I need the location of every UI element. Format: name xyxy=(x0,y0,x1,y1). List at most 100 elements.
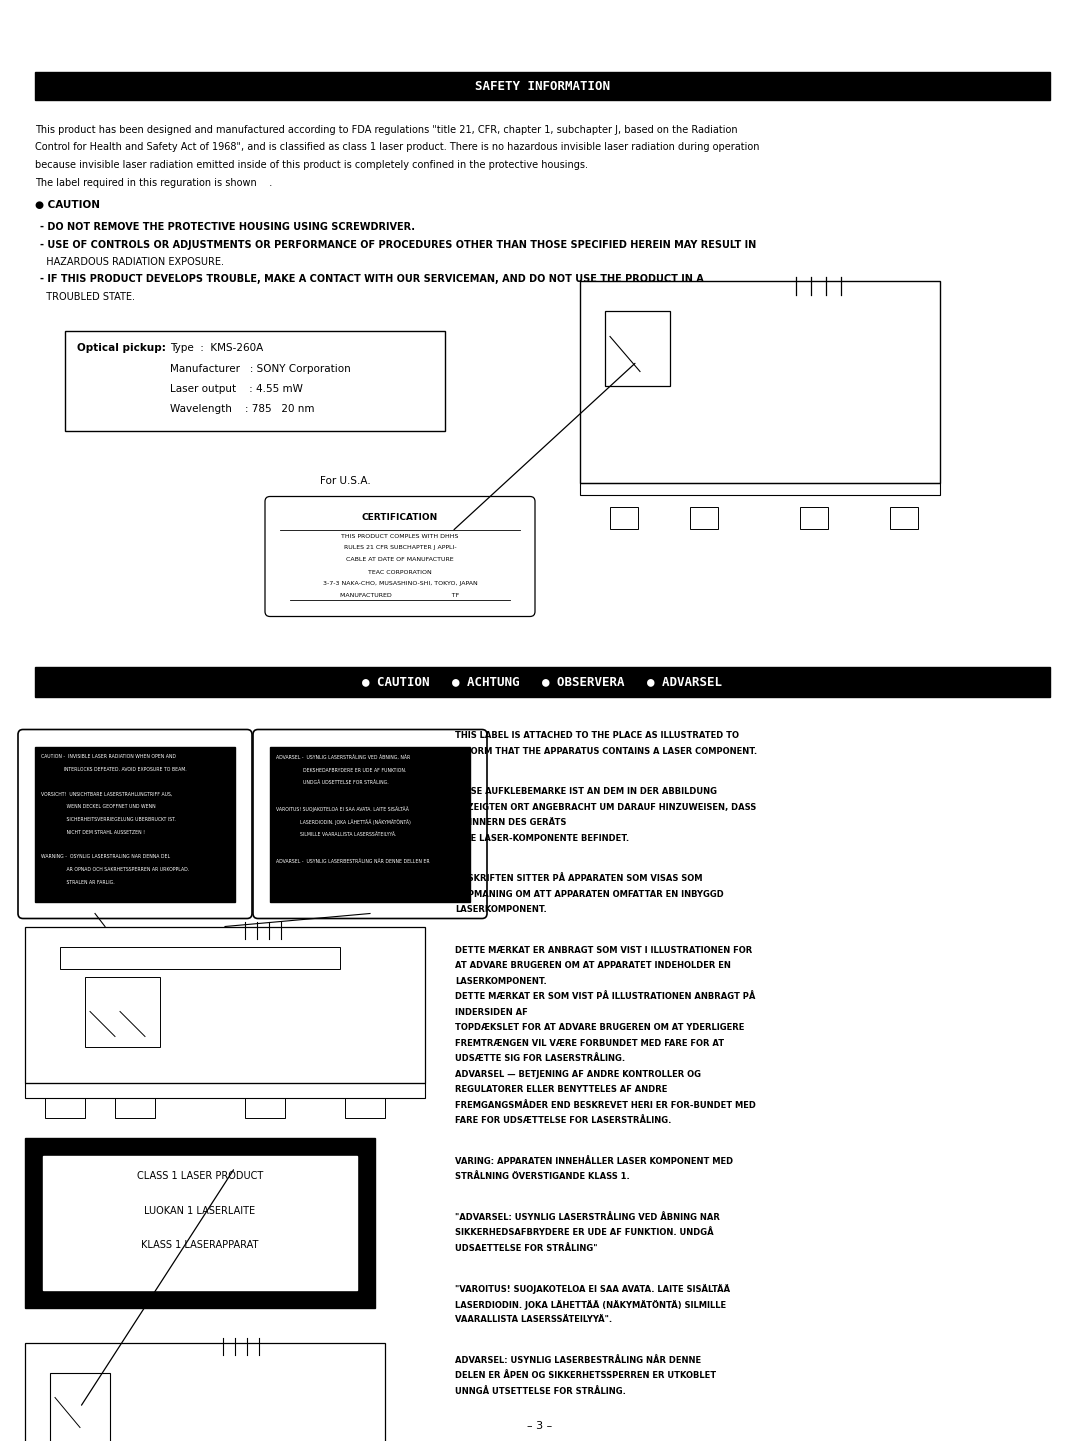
Bar xyxy=(50,1372,110,1441)
Text: FREMTRÆNGEN VIL VÆRE FORBUNDET MED FARE FOR AT: FREMTRÆNGEN VIL VÆRE FORBUNDET MED FARE … xyxy=(455,1039,724,1048)
Bar xyxy=(800,507,828,529)
Bar xyxy=(45,1098,85,1118)
Text: ADVARSEL -  USYNLIG LASERBESTRÅLING NÅR DENNE DELLEN ER: ADVARSEL - USYNLIG LASERBESTRÅLING NÅR D… xyxy=(276,859,430,863)
Text: GEZEIGTEN ORT ANGEBRACHT UM DARAUF HINZUWEISEN, DASS: GEZEIGTEN ORT ANGEBRACHT UM DARAUF HINZU… xyxy=(455,803,756,811)
Text: SAFETY INFORMATION: SAFETY INFORMATION xyxy=(475,79,610,92)
Text: DETTE MÆRKAT ER SOM VIST PÅ ILLUSTRATIONEN ANBRAGT PÅ: DETTE MÆRKAT ER SOM VIST PÅ ILLUSTRATION… xyxy=(455,993,755,1001)
Text: DELEN ER ÅPEN OG SIKKERHETSSPERREN ER UTKOBLET: DELEN ER ÅPEN OG SIKKERHETSSPERREN ER UT… xyxy=(455,1372,716,1380)
Text: DIESE AUFKLEBEMARKE IST AN DEM IN DER ABBILDUNG: DIESE AUFKLEBEMARKE IST AN DEM IN DER AB… xyxy=(455,787,717,797)
Text: Type  :  KMS-260A: Type : KMS-260A xyxy=(170,343,264,353)
Text: MANUFACTURED                              TF: MANUFACTURED TF xyxy=(340,594,460,598)
Bar xyxy=(605,311,670,386)
Text: - IF THIS PRODUCT DEVELOPS TROUBLE, MAKE A CONTACT WITH OUR SERVICEMAN, AND DO N: - IF THIS PRODUCT DEVELOPS TROUBLE, MAKE… xyxy=(40,274,704,284)
Text: UNNGÅ UTSETTELSE FOR STRÅLING.: UNNGÅ UTSETTELSE FOR STRÅLING. xyxy=(455,1388,626,1396)
Text: WARNING -  OSYNLIG LASERSTRALING NAR DENNA DEL: WARNING - OSYNLIG LASERSTRALING NAR DENN… xyxy=(41,855,171,859)
Text: LASERKOMPONENT.: LASERKOMPONENT. xyxy=(455,905,546,915)
Bar xyxy=(25,927,426,1082)
Text: DEKSHEDAFBRYDERE ER UDE AF FUNKTION.: DEKSHEDAFBRYDERE ER UDE AF FUNKTION. xyxy=(276,768,406,772)
Text: LASERDIODIN. JOKA LÄHETTÄÄ (NÄKYMÄTÖNTÄ) SILMILLE: LASERDIODIN. JOKA LÄHETTÄÄ (NÄKYMÄTÖNTÄ)… xyxy=(455,1300,726,1310)
Bar xyxy=(43,1156,357,1290)
Text: SIKKERHEDSAFBRYDERE ER UDE AF FUNKTION. UNDGÅ: SIKKERHEDSAFBRYDERE ER UDE AF FUNKTION. … xyxy=(455,1229,714,1238)
Text: "VAROITUS! SUOJAKOTELOA EI SAA AVATA. LAITE SISÄLTÄÄ: "VAROITUS! SUOJAKOTELOA EI SAA AVATA. LA… xyxy=(455,1284,730,1294)
Text: TROUBLED STATE.: TROUBLED STATE. xyxy=(40,293,135,303)
Text: Wavelength    : 785   20 nm: Wavelength : 785 20 nm xyxy=(170,403,314,414)
Text: The label required in this reguration is shown    .: The label required in this reguration is… xyxy=(35,177,272,187)
Text: CABLE AT DATE OF MANUFACTURE: CABLE AT DATE OF MANUFACTURE xyxy=(347,558,454,562)
Bar xyxy=(610,507,638,529)
Text: For U.S.A.: For U.S.A. xyxy=(320,477,370,487)
Bar xyxy=(25,1343,384,1441)
Text: "ADVARSEL: USYNLIG LASERSTRÅLING VED ÅBNING NAR: "ADVARSEL: USYNLIG LASERSTRÅLING VED ÅBN… xyxy=(455,1213,720,1222)
Text: ADVARSEL: USYNLIG LASERBESTRÅLING NÅR DENNE: ADVARSEL: USYNLIG LASERBESTRÅLING NÅR DE… xyxy=(455,1356,701,1365)
Text: This product has been designed and manufactured according to FDA regulations "ti: This product has been designed and manuf… xyxy=(35,125,738,135)
Text: - DO NOT REMOVE THE PROTECTIVE HOUSING USING SCREWDRIVER.: - DO NOT REMOVE THE PROTECTIVE HOUSING U… xyxy=(40,222,415,232)
Text: INDERSIDEN AF: INDERSIDEN AF xyxy=(455,1009,528,1017)
Text: Manufacturer   : SONY Corporation: Manufacturer : SONY Corporation xyxy=(170,363,351,373)
Text: Control for Health and Safety Act of 1968", and is classified as class 1 laser p: Control for Health and Safety Act of 196… xyxy=(35,143,759,153)
Text: CLASS 1 LASER PRODUCT: CLASS 1 LASER PRODUCT xyxy=(137,1170,264,1180)
Text: RULES 21 CFR SUBCHAPTER J APPLI-: RULES 21 CFR SUBCHAPTER J APPLI- xyxy=(343,546,457,550)
Text: NICHT DEM STRAHL AUSSETZEN !: NICHT DEM STRAHL AUSSETZEN ! xyxy=(41,830,145,834)
Bar xyxy=(114,1098,156,1118)
Text: VAARALLISTA LASERSSÄTEILYYÄ".: VAARALLISTA LASERSSÄTEILYYÄ". xyxy=(455,1316,612,1324)
Text: CERTIFICATION: CERTIFICATION xyxy=(362,513,438,523)
Bar xyxy=(580,281,940,483)
Text: VORSICHT!  UNSICHTBARE LASERSTRAHLUNGTRIFF AUS,: VORSICHT! UNSICHTBARE LASERSTRAHLUNGTRIF… xyxy=(41,793,173,797)
Text: because invisible laser radiation emitted inside of this product is completely c: because invisible laser radiation emitte… xyxy=(35,160,588,170)
Text: Laser output    : 4.55 mW: Laser output : 4.55 mW xyxy=(170,383,302,393)
FancyBboxPatch shape xyxy=(265,497,535,617)
Text: ADVARSEL -  USYNLIG LASERSTRÅLING VED ÅBNING, NÅR: ADVARSEL - USYNLIG LASERSTRÅLING VED ÅBN… xyxy=(276,755,410,759)
Text: LASERDIODIN. JOKA LÄHETTÄÄ (NÄKYMÄTÖNTÄ): LASERDIODIN. JOKA LÄHETTÄÄ (NÄKYMÄTÖNTÄ) xyxy=(276,820,410,826)
Text: ● CAUTION   ● ACHTUNG   ● OBSERVERA   ● ADVARSEL: ● CAUTION ● ACHTUNG ● OBSERVERA ● ADVARS… xyxy=(363,674,723,687)
Text: INTERLOCKS DEFEATED. AVOID EXPOSURE TO BEAM.: INTERLOCKS DEFEATED. AVOID EXPOSURE TO B… xyxy=(41,767,187,772)
Text: UDSAETTELSE FOR STRÅLING": UDSAETTELSE FOR STRÅLING" xyxy=(455,1244,597,1254)
Bar xyxy=(890,507,918,529)
Bar xyxy=(35,667,1050,696)
Text: HAZARDOUS RADIATION EXPOSURE.: HAZARDOUS RADIATION EXPOSURE. xyxy=(40,256,224,267)
Bar xyxy=(60,947,340,968)
Text: ADVARSEL — BETJENING AF ANDRE KONTROLLER OG: ADVARSEL — BETJENING AF ANDRE KONTROLLER… xyxy=(455,1071,701,1079)
Text: STRÅLNING ÖVERSTIGANDE KLASS 1.: STRÅLNING ÖVERSTIGANDE KLASS 1. xyxy=(455,1173,630,1182)
Text: EINE LASER-KOMPONENTE BEFINDET.: EINE LASER-KOMPONENTE BEFINDET. xyxy=(455,834,630,843)
Text: AT ADVARE BRUGEREN OM AT APPARATET INDEHOLDER EN: AT ADVARE BRUGEREN OM AT APPARATET INDEH… xyxy=(455,961,731,970)
Text: AR OPNAD OCH SAKRHETSSPERREN AR URKOPPLAD.: AR OPNAD OCH SAKRHETSSPERREN AR URKOPPLA… xyxy=(41,867,189,872)
Text: UPPMANING OM ATT APPARATEN OMFATTAR EN INBYGGD: UPPMANING OM ATT APPARATEN OMFATTAR EN I… xyxy=(455,891,724,899)
Bar xyxy=(85,977,160,1046)
Text: FARE FOR UDSÆTTELSE FOR LASERSTRÅLING.: FARE FOR UDSÆTTELSE FOR LASERSTRÅLING. xyxy=(455,1117,672,1125)
Text: VAROITUS! SUOJAKOTELOA EI SAA AVATA. LAITE SISÄLTÄÄ: VAROITUS! SUOJAKOTELOA EI SAA AVATA. LAI… xyxy=(276,807,409,813)
Text: Optical pickup:: Optical pickup: xyxy=(77,343,166,353)
Text: CAUTION -  INVISIBLE LASER RADIATION WHEN OPEN AND: CAUTION - INVISIBLE LASER RADIATION WHEN… xyxy=(41,755,176,759)
Text: UDSÆTTE SIG FOR LASERSTRÅLING.: UDSÆTTE SIG FOR LASERSTRÅLING. xyxy=(455,1055,625,1063)
Text: TOPDÆKSLET FOR AT ADVARE BRUGEREN OM AT YDERLIGERE: TOPDÆKSLET FOR AT ADVARE BRUGEREN OM AT … xyxy=(455,1023,744,1033)
Text: SILMILLE VAARALLISTA LASERSSÄTEILYYÄ.: SILMILLE VAARALLISTA LASERSSÄTEILYYÄ. xyxy=(276,833,396,837)
Bar xyxy=(35,72,1050,99)
Text: VARING: APPARATEN INNEHÅLLER LASER KOMPONENT MED: VARING: APPARATEN INNEHÅLLER LASER KOMPO… xyxy=(455,1157,733,1166)
Text: LUOKAN 1 LASERLAITE: LUOKAN 1 LASERLAITE xyxy=(145,1206,256,1216)
Bar xyxy=(25,1137,375,1307)
Bar xyxy=(65,331,445,431)
Text: INFORM THAT THE APPARATUS CONTAINS A LASER COMPONENT.: INFORM THAT THE APPARATUS CONTAINS A LAS… xyxy=(455,746,757,757)
Text: – 3 –: – 3 – xyxy=(527,1421,553,1431)
Bar xyxy=(345,1098,384,1118)
Text: WENN DECKEL GEOFFNET UND WENN: WENN DECKEL GEOFFNET UND WENN xyxy=(41,804,156,810)
Text: STRALEN AR FARLIG.: STRALEN AR FARLIG. xyxy=(41,879,114,885)
Text: FREMGANGSMÅDER END BESKREVET HERI ER FOR-BUNDET MED: FREMGANGSMÅDER END BESKREVET HERI ER FOR… xyxy=(455,1101,756,1110)
Text: DETTE MÆRKAT ER ANBRAGT SOM VIST I ILLUSTRATIONEN FOR: DETTE MÆRKAT ER ANBRAGT SOM VIST I ILLUS… xyxy=(455,945,753,955)
Bar xyxy=(35,746,235,902)
Bar xyxy=(690,507,718,529)
Text: TEAC CORPORATION: TEAC CORPORATION xyxy=(368,569,432,575)
Text: KLASS 1 LASERAPPARAT: KLASS 1 LASERAPPARAT xyxy=(141,1241,259,1251)
Text: 3-7-3 NAKA-CHO, MUSASHINO-SHI, TOKYO, JAPAN: 3-7-3 NAKA-CHO, MUSASHINO-SHI, TOKYO, JA… xyxy=(323,582,477,586)
Text: - USE OF CONTROLS OR ADJUSTMENTS OR PERFORMANCE OF PROCEDURES OTHER THAN THOSE S: - USE OF CONTROLS OR ADJUSTMENTS OR PERF… xyxy=(40,239,756,249)
Text: UNDGÅ UDSETTELSE FOR STRÅLING.: UNDGÅ UDSETTELSE FOR STRÅLING. xyxy=(276,781,389,785)
Bar xyxy=(245,1098,285,1118)
Bar xyxy=(25,1082,426,1098)
Bar xyxy=(580,483,940,496)
Text: SICHERHEITSVERRIEGELUNG UBERBRUCKT IST.: SICHERHEITSVERRIEGELUNG UBERBRUCKT IST. xyxy=(41,817,176,821)
Text: IM INNERN DES GERÄTS: IM INNERN DES GERÄTS xyxy=(455,818,566,827)
Text: REGULATORER ELLER BENYTTELES AF ANDRE: REGULATORER ELLER BENYTTELES AF ANDRE xyxy=(455,1085,667,1095)
Text: LASERKOMPONENT.: LASERKOMPONENT. xyxy=(455,977,546,986)
Text: THIS LABEL IS ATTACHED TO THE PLACE AS ILLUSTRATED TO: THIS LABEL IS ATTACHED TO THE PLACE AS I… xyxy=(455,732,739,741)
Text: PÅSKRIFTEN SITTER PÅ APPARATEN SOM VISAS SOM: PÅSKRIFTEN SITTER PÅ APPARATEN SOM VISAS… xyxy=(455,875,702,883)
Bar xyxy=(270,746,470,902)
